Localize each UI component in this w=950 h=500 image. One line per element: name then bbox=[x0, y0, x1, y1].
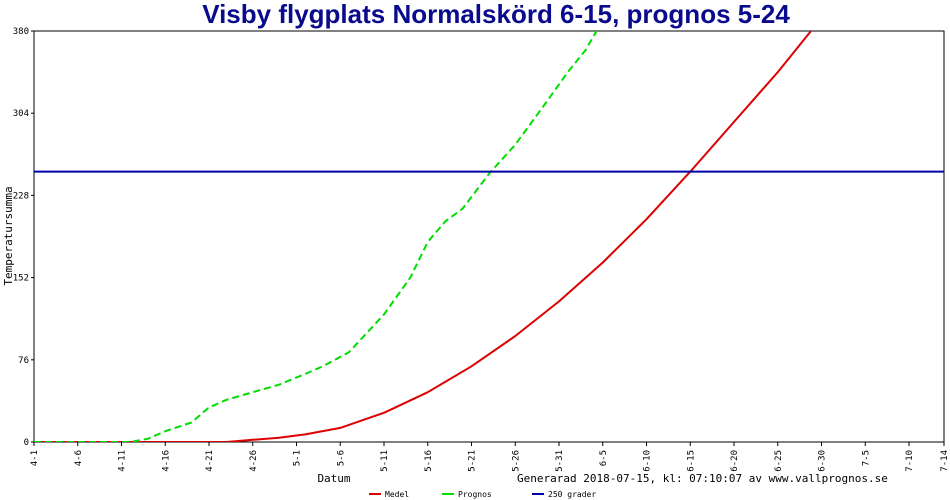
plot-frame bbox=[33, 30, 945, 443]
series-layer bbox=[34, 31, 944, 442]
x-tick-label: 6-15 bbox=[686, 450, 696, 472]
y-tick-label: 228 bbox=[13, 191, 29, 201]
x-tick-label: 6-20 bbox=[730, 450, 740, 472]
y-tick-label: 304 bbox=[13, 109, 29, 119]
y-tick-label: 0 bbox=[24, 438, 29, 448]
x-tick-label: 6-5 bbox=[599, 450, 609, 466]
x-tick-label: 5-26 bbox=[511, 450, 521, 472]
y-axis: 0 76 152 228 304 380 bbox=[13, 27, 34, 448]
x-tick-label: 6-25 bbox=[774, 450, 784, 472]
x-tick-label: 6-30 bbox=[818, 450, 828, 472]
x-tick-label: 6-10 bbox=[643, 450, 653, 472]
x-tick-label: 4-11 bbox=[118, 450, 128, 472]
y-tick-label: 380 bbox=[13, 27, 29, 37]
x-tick-label: 7-14 bbox=[940, 450, 950, 472]
x-tick-label: 4-21 bbox=[205, 450, 215, 472]
legend-label-1: Prognos bbox=[458, 490, 492, 499]
x-tick-label: 5-21 bbox=[468, 450, 478, 472]
x-tick-label: 7-10 bbox=[905, 450, 915, 472]
y-tick-label: 152 bbox=[13, 274, 29, 284]
series-line-0 bbox=[34, 31, 813, 442]
x-tick-label: 5-11 bbox=[380, 450, 390, 472]
y-tick-label: 76 bbox=[18, 356, 29, 366]
x-tick-label: 7-5 bbox=[861, 450, 871, 466]
x-tick-label: 5-31 bbox=[555, 450, 565, 472]
legend-label-2: 250 grader bbox=[548, 490, 596, 499]
y-axis-label: Temperatursumma bbox=[2, 186, 15, 285]
x-tick-label: 4-16 bbox=[161, 450, 171, 472]
x-tick-label: 5-16 bbox=[424, 450, 434, 472]
x-tick-label: 5-1 bbox=[293, 450, 303, 466]
x-tick-label: 5-6 bbox=[336, 450, 346, 466]
x-axis: 4-1 4-6 4-11 4-16 4-21 4-26 5-1 5-6 5-11 5-16 5-21… bbox=[30, 442, 950, 472]
x-tick-label: 4-6 bbox=[74, 450, 84, 466]
chart-title: Visby flygplats Normalskörd 6-15, progno… bbox=[202, 0, 790, 29]
x-tick-label: 4-1 bbox=[30, 450, 40, 466]
x-axis-label: Datum bbox=[317, 472, 350, 485]
legend-label-0: Medel bbox=[385, 490, 409, 499]
series-line-1 bbox=[34, 31, 598, 442]
x-tick-label: 4-26 bbox=[249, 450, 259, 472]
footer-text: Generarad 2018-07-15, kl: 07:10:07 av ww… bbox=[517, 472, 888, 485]
legend: Medel Prognos 250 grader bbox=[369, 490, 596, 499]
